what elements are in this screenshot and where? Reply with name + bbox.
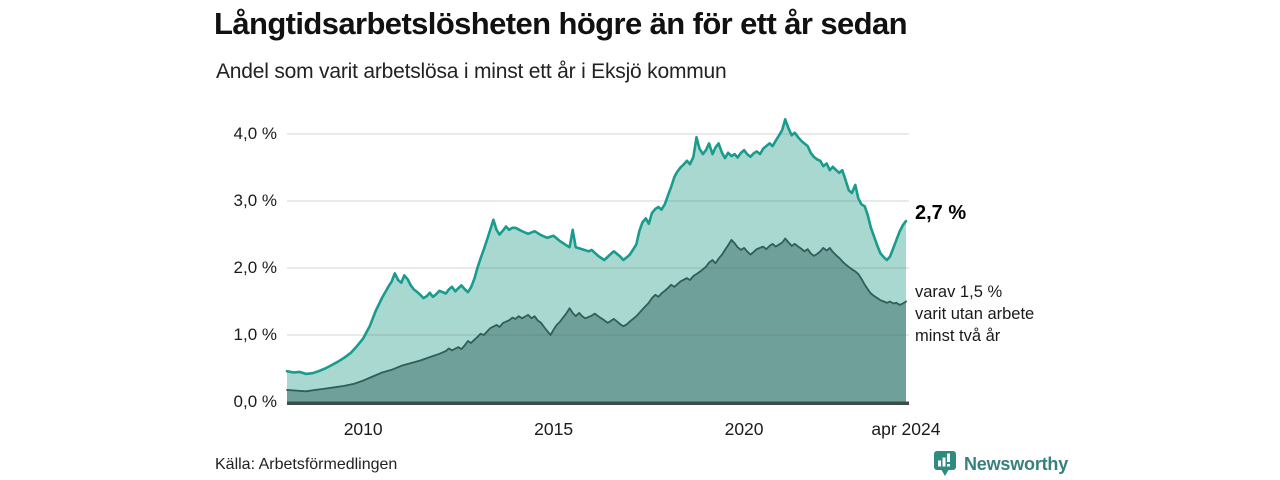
chart-subtitle: Andel som varit arbetslösa i minst ett å…	[216, 60, 727, 83]
y-tick-label: 0,0 %	[233, 392, 277, 411]
x-tick-label: 2020	[724, 419, 764, 439]
newsworthy-wordmark: Newsworthy	[964, 453, 1069, 474]
newsworthy-icon	[934, 451, 956, 476]
series-line-1	[286, 237, 907, 393]
latest-total-annotation: 2,7 %	[915, 202, 967, 224]
source-label: Källa: Arbetsförmedlingen	[215, 456, 398, 473]
newsworthy-logo[interactable]: Newsworthy	[933, 449, 1068, 479]
y-tick-label: 1,0 %	[233, 325, 277, 344]
series-area-1	[287, 238, 906, 402]
y-tick-label: 2,0 %	[233, 258, 277, 277]
x-tick-label: 2015	[534, 419, 574, 439]
x-tick-label: apr 2024	[871, 419, 941, 439]
chart-title: Långtidsarbetslösheten högre än för ett …	[214, 6, 908, 41]
y-tick-label: 3,0 %	[233, 191, 277, 210]
series-line-0	[285, 118, 908, 376]
y-tick-label: 4,0 %	[233, 124, 277, 143]
latest-subseries-annotation: varav 1,5 % varit utan arbete minst två …	[915, 283, 1035, 345]
x-axis-baseline	[287, 401, 909, 405]
x-tick-label: 2010	[343, 419, 383, 439]
